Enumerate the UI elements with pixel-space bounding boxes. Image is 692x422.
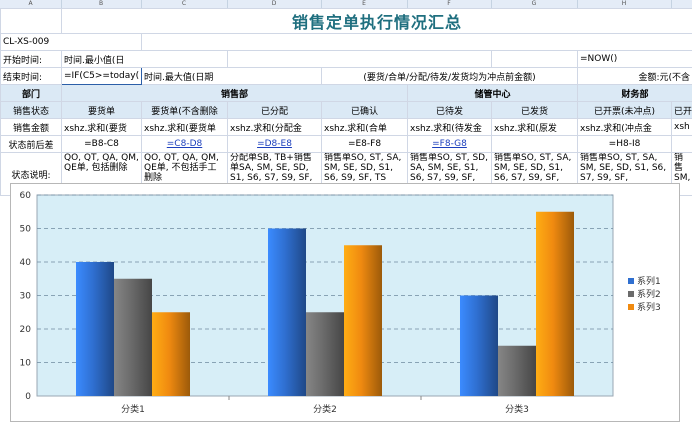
legend-label: 系列3 (637, 301, 661, 313)
cell-row2[interactable] (140, 33, 692, 51)
column-header-e[interactable]: E (321, 0, 408, 8)
x-tick-label: 分类1 (121, 403, 145, 415)
status-cell[interactable]: 要货单(不含删除 (141, 101, 228, 119)
row-status-label[interactable]: 销售状态 (0, 101, 62, 119)
cell-a1[interactable] (0, 8, 62, 34)
bar (268, 228, 306, 396)
status-cell[interactable]: 已分配 (227, 101, 322, 119)
y-tick-label: 60 (20, 191, 32, 201)
end-time-value[interactable]: 时间.最大值(日期 (141, 67, 322, 85)
bar (498, 345, 536, 396)
diff-cell[interactable]: =B8-C8 (61, 135, 142, 153)
amount-cell[interactable]: xshz.求和(要货单 (141, 118, 228, 136)
column-header-c[interactable]: C (141, 0, 228, 8)
x-tick-label: 分类3 (505, 403, 529, 415)
status-cell[interactable]: 已待发 (407, 101, 492, 119)
spreadsheet-grid: 销售定单执行情况汇总 CL-XS-009 开始时间: 时间.最小值(日 =NOW… (0, 8, 692, 196)
embedded-chart[interactable]: 0 10 20 30 40 50 60 分类1 分类2 分类3 系列1 系列2 系列3 (10, 183, 680, 422)
bar (306, 312, 344, 396)
dept-label[interactable]: 部门 (0, 84, 62, 102)
legend-label: 系列2 (637, 288, 661, 300)
bar (536, 211, 574, 396)
amount-cell[interactable]: xshz.求和(原发 (491, 118, 578, 136)
amount-cell[interactable]: xshz.求和(合单 (321, 118, 408, 136)
amount-unit[interactable]: 金额:元(不含 (576, 67, 692, 85)
sheet-title[interactable]: 销售定单执行情况汇总 (60, 8, 692, 34)
dept-storage[interactable]: 储管中心 (407, 84, 578, 102)
diff-cell[interactable] (491, 135, 578, 153)
bar (114, 278, 152, 396)
status-cell[interactable]: 要货单 (61, 101, 142, 119)
bar (152, 312, 190, 396)
y-tick-label: 30 (20, 292, 32, 302)
status-cell[interactable]: 已开 (670, 101, 692, 119)
y-tick-label: 50 (20, 225, 32, 235)
amount-note[interactable]: (要货/合单/分配/待发/发货均为冲点前金额) (321, 67, 578, 85)
legend-swatch (628, 304, 634, 310)
dept-sales[interactable]: 销售部 (61, 84, 408, 102)
now-formula[interactable]: =NOW() (576, 50, 692, 68)
y-tick-label: 10 (20, 359, 32, 369)
legend-swatch (628, 291, 634, 297)
diff-cell[interactable]: =D8-E8 (227, 135, 322, 153)
end-time-label[interactable]: 结束时间: (0, 67, 62, 85)
diff-cell[interactable]: =F8-G8 (407, 135, 492, 153)
column-header-h[interactable]: H (577, 0, 672, 8)
cell-row3-mid[interactable] (227, 50, 492, 68)
column-header-g[interactable]: G (491, 0, 578, 8)
column-header-b[interactable]: B (61, 0, 142, 8)
column-header-f[interactable]: F (407, 0, 492, 8)
start-time-value[interactable]: 时间.最小值(日 (61, 50, 228, 68)
amount-cell[interactable]: xshz.求和(待发金 (407, 118, 492, 136)
dept-finance[interactable]: 财务部 (576, 84, 692, 102)
column-header-d[interactable]: D (227, 0, 322, 8)
row-diff-label[interactable]: 状态前后差 (0, 135, 62, 153)
amount-cell[interactable]: xsh (670, 118, 692, 136)
bar (76, 262, 114, 396)
legend-swatch (628, 278, 634, 284)
diff-cell[interactable] (670, 135, 692, 153)
amount-cell[interactable]: xshz.求和(要货 (61, 118, 142, 136)
x-tick-label: 分类2 (313, 403, 337, 415)
column-header-a[interactable]: A (0, 0, 62, 8)
legend-label: 系列1 (637, 275, 661, 287)
diff-cell[interactable]: =C8-D8 (141, 135, 228, 153)
doc-code[interactable]: CL-XS-009 (0, 33, 142, 51)
end-time-formula[interactable]: =IF(C5>=today( (61, 67, 142, 85)
bar (460, 295, 498, 396)
amount-cell[interactable]: xshz.求和(分配金 (227, 118, 322, 136)
start-time-label[interactable]: 开始时间: (0, 50, 62, 68)
y-tick-label: 40 (20, 258, 32, 268)
amount-cell[interactable]: xshz.求和(冲点金 (577, 118, 672, 136)
y-tick-label: 0 (25, 392, 31, 402)
bar (344, 245, 382, 396)
status-cell[interactable]: 已确认 (321, 101, 408, 119)
status-cell[interactable]: 已开票(未冲点) (577, 101, 672, 119)
diff-cell[interactable]: =H8-I8 (577, 135, 672, 153)
diff-cell[interactable]: =E8-F8 (321, 135, 408, 153)
status-cell[interactable]: 已发货 (491, 101, 578, 119)
row-amount-label[interactable]: 销售金额 (0, 118, 62, 136)
y-tick-label: 20 (20, 325, 32, 335)
